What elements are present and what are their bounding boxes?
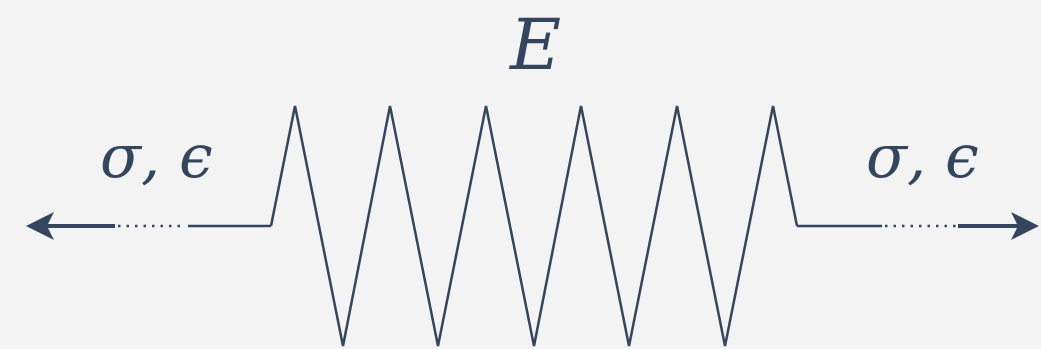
spring-coil — [269, 105, 799, 347]
left-arrow-head — [26, 212, 54, 240]
right-stress-strain-label: σ, ϵ — [866, 122, 979, 192]
left-stress-strain-label: σ, ϵ — [100, 122, 213, 192]
modulus-label: E — [510, 4, 562, 86]
right-arrow-head — [1011, 212, 1039, 240]
